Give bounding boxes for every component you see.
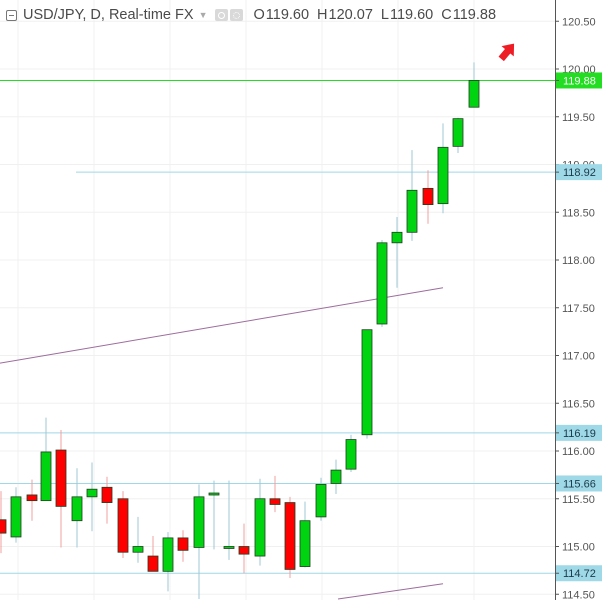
candle-up[interactable] — [452, 118, 464, 147]
candle-up[interactable] — [315, 484, 327, 518]
candle-down[interactable] — [117, 498, 129, 553]
candle-up[interactable] — [193, 496, 205, 548]
ohlc-values: O119.60 H120.07 L119.60 C119.88 — [253, 7, 496, 23]
axis-tick-label: 114.50 — [562, 589, 595, 600]
candle-up[interactable] — [254, 498, 266, 557]
candle-down[interactable] — [55, 449, 67, 507]
price-line-badge — [556, 565, 602, 582]
arrow-shape — [498, 43, 515, 62]
series-legend: USD/JPY, D, Real-time FX ▼ O119.60 H120.… — [6, 7, 496, 23]
candle-up[interactable] — [345, 439, 357, 470]
candle-up[interactable] — [437, 146, 449, 205]
axis-tick-label: 116.50 — [562, 398, 595, 410]
candle-up[interactable] — [376, 242, 388, 325]
arrow-up-icon[interactable] — [495, 38, 520, 64]
candle-down[interactable] — [26, 494, 38, 502]
axis-tick-label: 116.00 — [562, 446, 595, 458]
axis-tick-label: 118.00 — [562, 255, 595, 267]
price-badge-label: 119.88 — [563, 75, 596, 87]
chevron-down-icon[interactable]: ▼ — [198, 10, 208, 20]
candle-down[interactable] — [284, 502, 296, 570]
axis-tick-label: 117.50 — [562, 303, 595, 315]
trend-line[interactable] — [0, 287, 444, 364]
price-badge-label: 114.72 — [563, 568, 596, 580]
candle-up[interactable] — [10, 496, 22, 538]
gear-icon[interactable] — [230, 9, 244, 21]
candle-up[interactable] — [223, 546, 235, 549]
candle-up[interactable] — [330, 469, 342, 484]
candle-down[interactable] — [238, 546, 250, 555]
candle-up[interactable] — [162, 537, 174, 572]
candle-down[interactable] — [0, 519, 7, 534]
symbol-title[interactable]: USD/JPY, D, Real-time FX — [23, 7, 194, 23]
candle-up[interactable] — [132, 546, 144, 553]
candle-up[interactable] — [71, 496, 83, 522]
candle-up[interactable] — [406, 189, 418, 233]
axis-tick-label: 120.50 — [562, 16, 596, 28]
price-badge-label: 118.92 — [563, 167, 596, 179]
price-line-badge — [556, 475, 602, 492]
collapse-legend-icon[interactable] — [6, 9, 17, 21]
trend-line[interactable] — [337, 583, 444, 600]
candle-down[interactable] — [177, 537, 189, 551]
price-badge-label: 115.66 — [563, 478, 596, 490]
candle-up[interactable] — [361, 329, 373, 436]
axis-tick-label: 115.00 — [562, 542, 595, 554]
candle-down[interactable] — [422, 187, 434, 206]
candle-up[interactable] — [468, 80, 480, 108]
price-badge-label: 116.19 — [563, 428, 596, 440]
axis-tick-label: 117.00 — [562, 351, 595, 363]
eye-icon[interactable] — [215, 9, 229, 21]
axis-tick-label: 118.50 — [562, 207, 595, 219]
candle-down[interactable] — [269, 498, 281, 505]
candle-up[interactable] — [86, 488, 98, 498]
low-value: L119.60 — [380, 7, 434, 23]
candle-up[interactable] — [391, 231, 403, 244]
candle-down[interactable] — [101, 486, 113, 503]
price-axis[interactable] — [555, 0, 602, 600]
high-value: H120.07 — [317, 7, 373, 23]
candle-up[interactable] — [299, 520, 311, 567]
axis-tick-label: 115.50 — [562, 494, 595, 506]
candle-up[interactable] — [40, 451, 52, 502]
price-line-badge — [556, 164, 602, 181]
axis-tick-label: 119.50 — [562, 112, 595, 124]
candle-up[interactable] — [208, 492, 220, 496]
last-price-badge — [556, 72, 602, 89]
candle-down[interactable] — [147, 555, 159, 572]
price-line-badge — [556, 424, 602, 441]
open-value: O119.60 — [253, 7, 310, 23]
close-value: C119.88 — [441, 7, 497, 23]
